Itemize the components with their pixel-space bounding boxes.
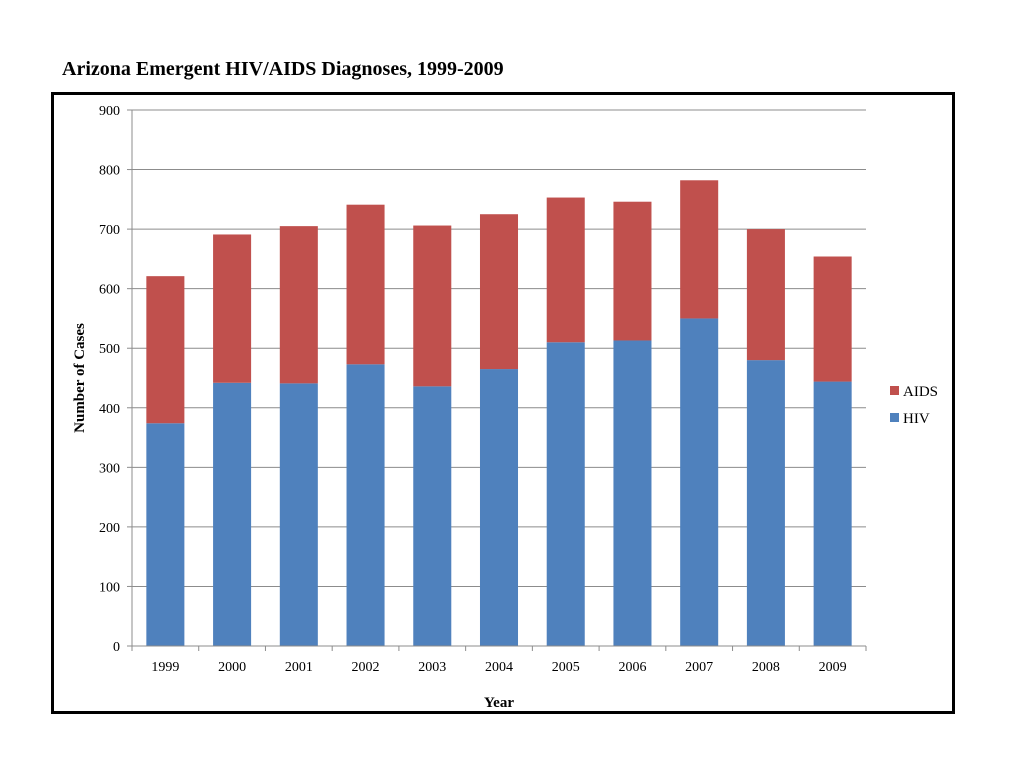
- bar-hiv-2001: [279, 383, 318, 646]
- bar-aids-2007: [680, 180, 719, 319]
- y-tick-label: 700: [99, 223, 120, 238]
- y-tick-label: 500: [99, 342, 120, 357]
- x-tick-label: 2000: [218, 660, 246, 675]
- bar-aids-1999: [146, 276, 185, 424]
- legend-label-aids: AIDS: [903, 384, 938, 400]
- bar-aids-2009: [813, 256, 852, 382]
- y-tick-label: 900: [99, 104, 120, 119]
- legend-swatch-aids: [890, 386, 899, 395]
- legend-label-hiv: HIV: [903, 411, 930, 427]
- x-tick-label: 2009: [819, 660, 847, 675]
- x-tick-label: 2005: [552, 660, 580, 675]
- y-tick-label: 100: [99, 580, 120, 595]
- bar-aids-2008: [746, 229, 785, 361]
- bar-hiv-2007: [680, 318, 719, 646]
- legend: AIDS HIV: [890, 384, 938, 427]
- x-tick-label: 2001: [285, 660, 313, 675]
- y-tick-label: 600: [99, 283, 120, 298]
- x-tick-label: 2003: [418, 660, 446, 675]
- bar-aids-2006: [613, 201, 652, 341]
- y-axis-title: Number of Cases: [72, 323, 88, 433]
- x-axis-title: Year: [484, 695, 514, 711]
- bar-aids-2001: [279, 226, 318, 384]
- bar-hiv-2000: [213, 382, 252, 646]
- bar-series: [146, 180, 852, 646]
- legend-swatch-hiv: [890, 413, 899, 422]
- bar-hiv-2004: [479, 369, 519, 646]
- bar-hiv-2005: [546, 342, 585, 646]
- bar-aids-2000: [213, 234, 252, 383]
- bar-aids-2003: [413, 225, 452, 387]
- x-tick-label: 2002: [352, 660, 380, 675]
- bar-hiv-2006: [613, 340, 652, 646]
- bar-aids-2005: [546, 197, 585, 343]
- x-tick-label: 1999: [151, 660, 179, 675]
- x-tick-label: 2006: [618, 660, 646, 675]
- x-tick-label: 2008: [752, 660, 780, 675]
- chart-title: Arizona Emergent HIV/AIDS Diagnoses, 199…: [62, 58, 504, 80]
- x-tick-label: 2004: [485, 660, 513, 675]
- bar-aids-2002: [346, 204, 385, 365]
- y-tick-label: 400: [99, 402, 120, 417]
- y-tick-label: 300: [99, 461, 120, 476]
- bar-aids-2004: [479, 214, 519, 370]
- y-tick-label: 0: [113, 640, 120, 655]
- bar-hiv-2008: [746, 360, 785, 646]
- chart-frame: [51, 92, 955, 714]
- bar-hiv-1999: [146, 423, 185, 646]
- y-tick-label: 800: [99, 164, 120, 179]
- axes: 0 100 200 300 400 500 600 700 800 900 1999 2000 2001…: [72, 104, 867, 711]
- y-tick-label: 200: [99, 521, 120, 536]
- x-tick-label: 2007: [685, 660, 713, 675]
- bar-hiv-2002: [346, 364, 385, 646]
- bar-hiv-2009: [813, 381, 852, 646]
- bar-hiv-2003: [413, 386, 452, 646]
